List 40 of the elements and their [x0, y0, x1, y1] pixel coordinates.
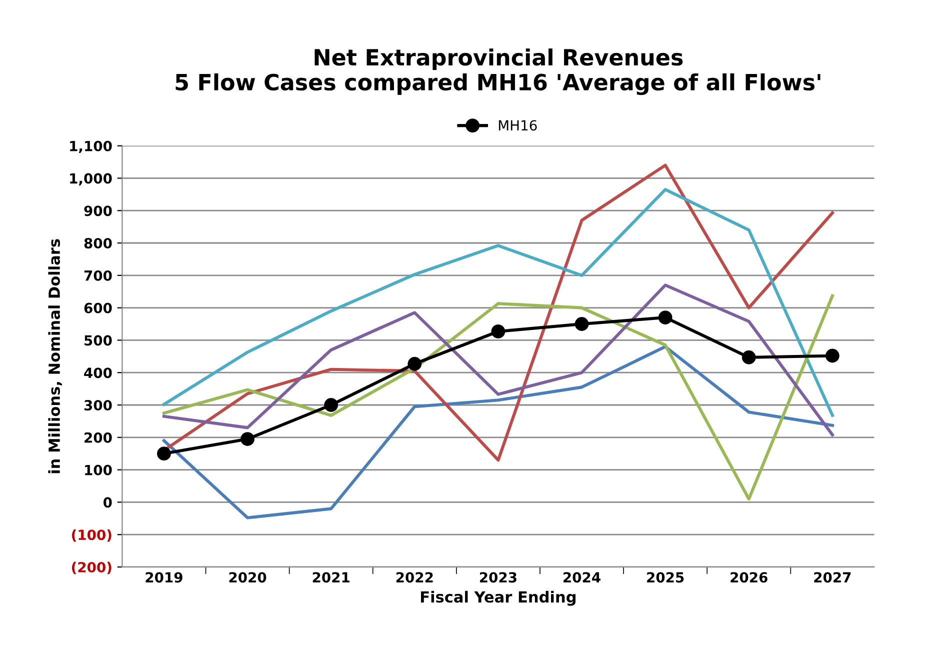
y-tick-label: (200) [72, 562, 112, 574]
point [324, 398, 338, 412]
line-series [162, 188, 834, 417]
line-series [162, 345, 834, 520]
x-tick-label: 2021 [312, 572, 350, 583]
x-tick-label: 2022 [396, 572, 433, 583]
y-tick-label: 1,100 [70, 140, 112, 154]
x-tick-label: 2023 [480, 572, 516, 583]
y-tick-label: 700 [84, 270, 112, 281]
point [825, 348, 840, 363]
x-tick-label: 2026 [730, 572, 768, 583]
x-tick-label: 2024 [564, 572, 600, 583]
y-tick-label: 900 [84, 206, 112, 216]
point [240, 432, 254, 446]
y-tick-label: 400 [84, 368, 112, 378]
y-tick-label: 300 [84, 400, 112, 410]
y-axis-title: in Millions, Nominal Dollars [48, 239, 62, 474]
point [742, 350, 756, 364]
line-series [162, 294, 834, 500]
point [157, 446, 171, 461]
y-tick-label: 1,000 [70, 173, 112, 186]
y-tick-label: 100 [85, 464, 112, 476]
legend-label: MH16 [498, 120, 537, 131]
point [408, 356, 422, 371]
y-tick-label: 0 [103, 497, 112, 508]
y-tick-label: 600 [84, 302, 112, 314]
y-tick-label: 200 [84, 432, 112, 443]
x-tick-label: 2020 [229, 572, 266, 583]
x-tick-label: 2027 [814, 572, 851, 583]
point [658, 310, 672, 324]
line-series [162, 284, 834, 436]
x-tick-label: 2019 [146, 572, 182, 583]
point [491, 324, 506, 338]
y-tick-label: (100) [72, 529, 112, 542]
x-tick-label: 2025 [647, 572, 684, 583]
point [574, 317, 589, 331]
chart-title: Net Extraprovincial Revenues 5 Flow Cases compared MH16 'Average of all Flows' [176, 48, 820, 96]
y-tick-label: 800 [84, 238, 112, 248]
y-tick-label: 500 [84, 335, 112, 346]
x-axis-title: Fiscal Year Ending [421, 590, 576, 606]
